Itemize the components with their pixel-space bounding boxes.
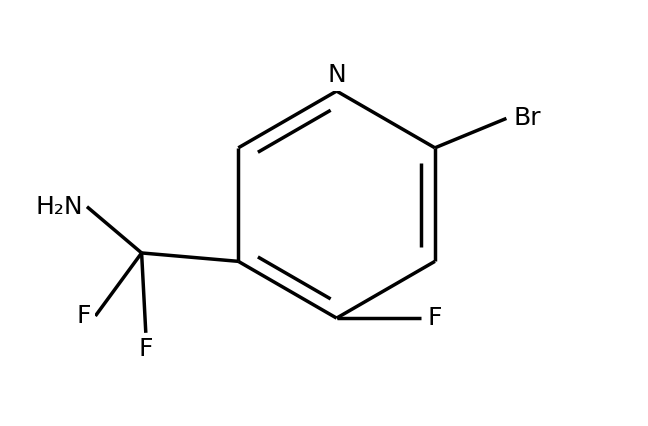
Text: H₂N: H₂N [35,195,83,219]
Text: F: F [139,337,153,361]
Text: N: N [327,63,346,87]
Text: F: F [428,306,442,330]
Text: F: F [76,304,91,328]
Text: Br: Br [513,106,540,130]
